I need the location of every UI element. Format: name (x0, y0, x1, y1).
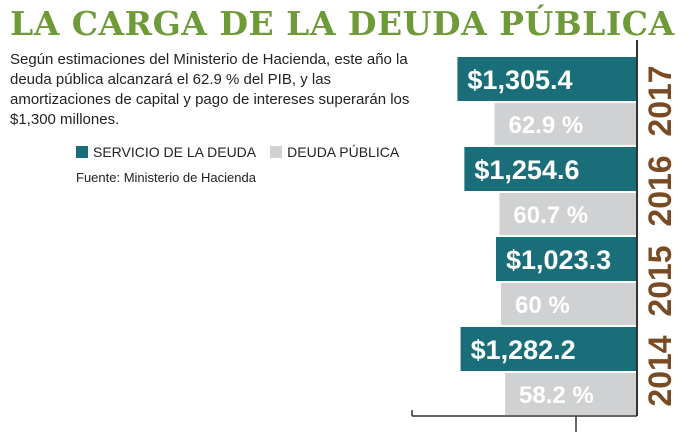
page-title: LA CARGA DE LA DEUDA PÚBLICA (10, 4, 675, 43)
legend-item-debt: DEUDA PÚBLICA (270, 144, 399, 160)
service-bar-2015 (496, 237, 636, 281)
year-label-2017: 2017 (642, 65, 678, 136)
debt-bar-2017 (494, 103, 636, 145)
service-label-2015: $1,023.3 (506, 245, 611, 275)
year-label-2015: 2015 (642, 245, 678, 316)
legend-label-service: SERVICIO DE LA DEUDA (93, 144, 257, 160)
debt-label-2014: 58.2 % (519, 382, 594, 409)
intro-text: Según estimaciones del Ministerio de Hac… (10, 51, 410, 128)
legend-item-service: SERVICIO DE LA DEUDA (76, 144, 256, 160)
service-label-2016: $1,254.6 (474, 155, 579, 185)
debt-label-2016: 60.7 % (513, 202, 588, 229)
legend-label-debt: DEUDA PÚBLICA (287, 144, 400, 160)
legend-swatch-debt (270, 146, 283, 158)
year-label-2016: 2016 (642, 155, 678, 226)
legend-swatch-service (76, 146, 88, 158)
debt-label-2015: 60 % (515, 292, 570, 319)
debt-label-2017: 62.9 % (508, 112, 583, 139)
debt-bar-2015 (501, 283, 636, 325)
service-bar-2016 (464, 147, 636, 191)
service-bar-2014 (460, 327, 636, 371)
service-label-2014: $1,282.2 (471, 335, 576, 365)
service-bar-2017 (457, 57, 636, 101)
debt-bar-2014 (505, 373, 636, 415)
source-note: Fuente: Ministerio de Hacienda (76, 170, 256, 185)
legend: SERVICIO DE LA DEUDA DEUDA PÚBLICA (76, 144, 413, 160)
year-label-2014: 2014 (642, 335, 678, 406)
debt-bar-2016 (499, 193, 636, 235)
service-label-2017: $1,305.4 (467, 65, 572, 95)
